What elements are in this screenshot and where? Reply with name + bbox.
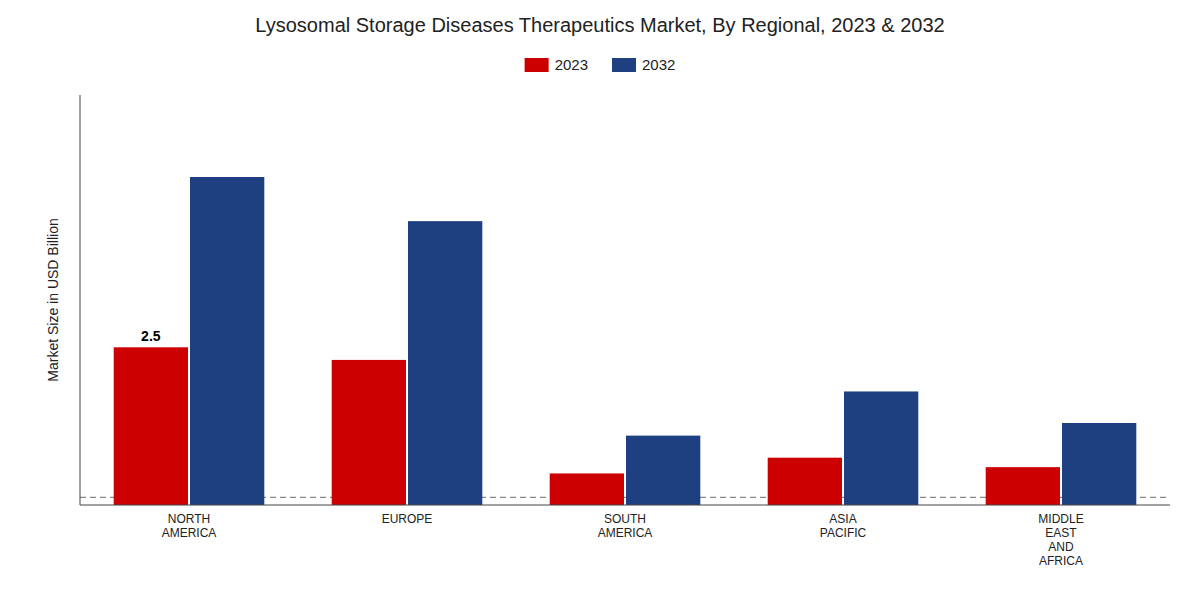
legend-swatch [612, 58, 636, 72]
y-axis-label: Market Size in USD Billion [45, 218, 61, 381]
title: Lysosomal Storage Diseases Therapeutics … [255, 14, 944, 36]
x-tick-label: SOUTHAMERICA [598, 512, 653, 540]
chart: Lysosomal Storage Diseases Therapeutics … [0, 0, 1200, 600]
legend: 2023 2032 [525, 56, 676, 73]
bar [332, 360, 406, 505]
x-axis-line [80, 505, 1170, 506]
x-tick-label: MIDDLEEASTANDAFRICA [1038, 512, 1083, 568]
bar [986, 467, 1060, 505]
legend-item: 2023 [525, 56, 588, 73]
bar [114, 347, 188, 505]
x-tick-label: EUROPE [382, 512, 433, 526]
bar [550, 473, 624, 505]
annotation: 2.5 [141, 328, 161, 344]
bar [768, 458, 842, 505]
legend-swatch [525, 58, 549, 72]
bar [190, 177, 264, 505]
bar [1062, 423, 1136, 505]
x-tick-label: NORTHAMERICA [162, 512, 217, 540]
series [190, 177, 1136, 505]
x-tick-label: ASIAPACIFIC [820, 512, 867, 540]
legend-label: 2032 [642, 56, 675, 73]
y-axis-line [80, 95, 81, 505]
legend-label: 2023 [555, 56, 588, 73]
legend-item: 2032 [612, 56, 675, 73]
plot-area [80, 177, 1170, 505]
bar [626, 436, 700, 505]
bar [844, 391, 918, 505]
bar [408, 221, 482, 505]
